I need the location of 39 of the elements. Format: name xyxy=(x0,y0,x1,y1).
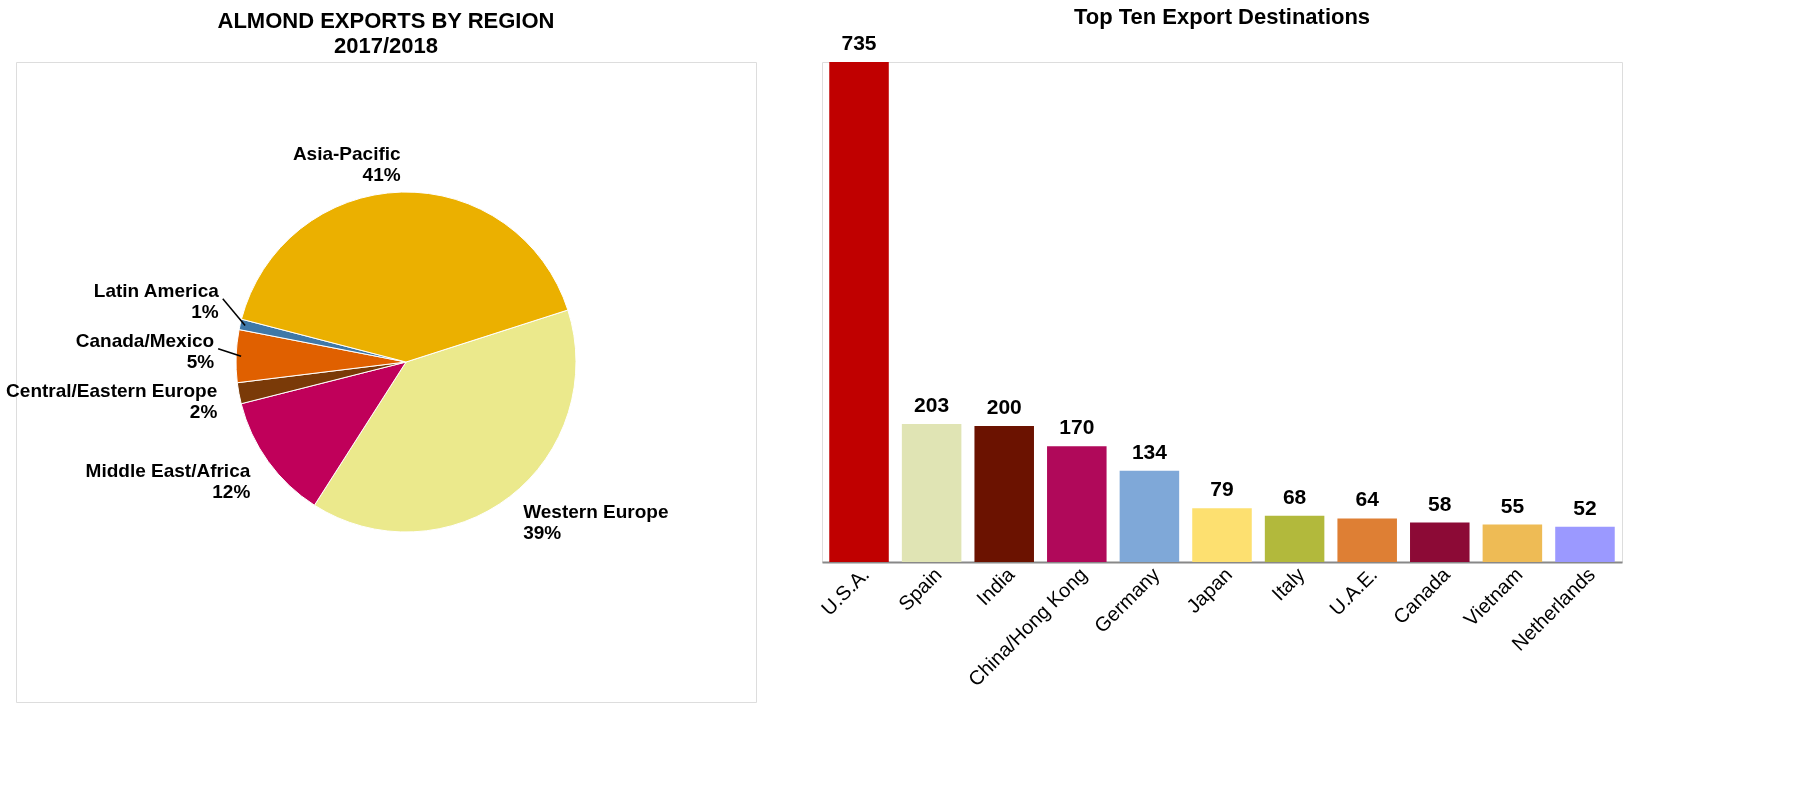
bar xyxy=(1264,515,1325,562)
data-label: 2% xyxy=(189,400,218,422)
data-label: 5% xyxy=(186,350,215,372)
chart-title: ALMOND EXPORTS BY REGION xyxy=(217,8,555,33)
slice-label: Middle East/Africa xyxy=(85,460,251,482)
data-label: 170 xyxy=(1059,415,1095,439)
data-label: 55 xyxy=(1500,493,1525,517)
bar xyxy=(1482,524,1543,562)
bar xyxy=(1192,508,1252,562)
data-label: 1% xyxy=(191,300,219,322)
x-tick-label: India xyxy=(972,562,1019,610)
bar xyxy=(1555,526,1615,562)
data-label: 52 xyxy=(1573,495,1597,519)
data-label: 735 xyxy=(841,31,877,54)
bar xyxy=(1337,518,1397,562)
data-label: 203 xyxy=(914,392,950,416)
slice-label: Canada/Mexico xyxy=(75,329,215,351)
bar xyxy=(829,62,889,562)
bar xyxy=(901,423,962,562)
data-label: 12% xyxy=(212,481,251,503)
data-label: 64 xyxy=(1355,487,1380,511)
x-tick-label: Italy xyxy=(1267,563,1309,605)
data-label: 79 xyxy=(1210,477,1234,501)
data-label: 39% xyxy=(523,522,562,544)
slice-label: Asia-Pacific xyxy=(292,143,402,165)
chart-title: Top Ten Export Destinations xyxy=(1073,4,1371,29)
slice-label: Latin America xyxy=(93,279,220,301)
bar xyxy=(1410,522,1470,562)
chart-subtitle: 2017/2018 xyxy=(334,33,438,58)
slice-label: Central/Eastern Europe xyxy=(6,379,218,401)
bar xyxy=(1119,470,1180,562)
data-label: 41% xyxy=(362,164,401,186)
data-label: 134 xyxy=(1131,439,1168,463)
slice-label: Western Europe xyxy=(523,501,669,523)
data-label: 58 xyxy=(1428,491,1452,515)
bar xyxy=(974,425,1034,562)
data-label: 68 xyxy=(1282,484,1307,508)
data-label: 200 xyxy=(986,394,1022,418)
bar xyxy=(1047,446,1107,562)
